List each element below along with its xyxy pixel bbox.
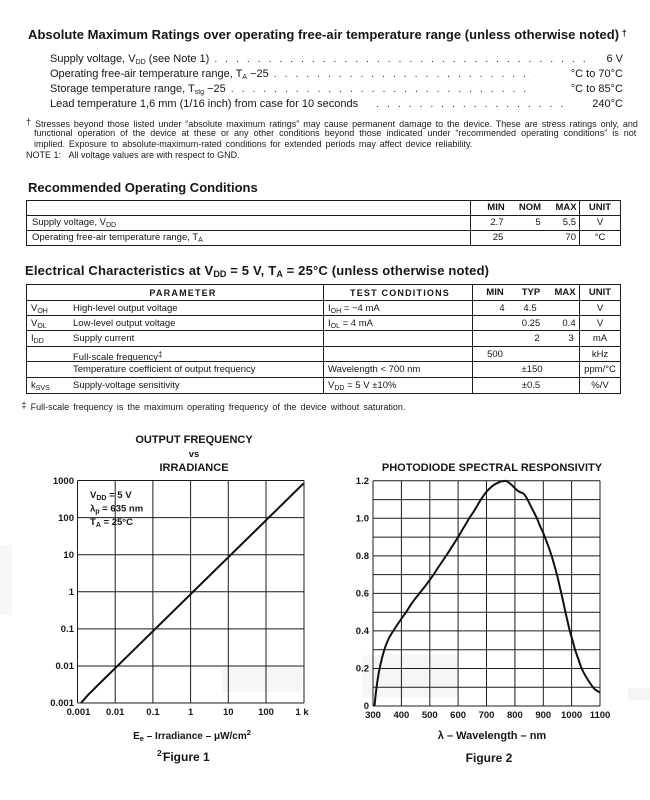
svg-text:λp = 635 nm: λp = 635 nm xyxy=(90,504,143,516)
svg-text:1.0: 1.0 xyxy=(356,514,369,525)
svg-text:700: 700 xyxy=(479,710,495,721)
svg-text:400: 400 xyxy=(393,710,409,721)
svg-text:Figure 2: Figure 2 xyxy=(466,751,513,765)
svg-text:vs: vs xyxy=(189,449,200,460)
svg-text:0.1: 0.1 xyxy=(61,624,75,635)
svg-text:1100: 1100 xyxy=(590,710,611,721)
svg-text:IRRADIANCE: IRRADIANCE xyxy=(159,462,228,474)
svg-text:0.6: 0.6 xyxy=(356,589,369,600)
svg-text:0.8: 0.8 xyxy=(356,551,369,562)
svg-text:0.01: 0.01 xyxy=(106,707,125,718)
svg-text:0: 0 xyxy=(364,701,369,712)
svg-text:OUTPUT FREQUENCY: OUTPUT FREQUENCY xyxy=(135,434,253,446)
svg-text:1: 1 xyxy=(69,587,75,598)
svg-text:VDD = 5 V: VDD = 5 V xyxy=(90,490,132,502)
svg-text:0.1: 0.1 xyxy=(146,707,160,718)
svg-text:600: 600 xyxy=(450,710,466,721)
svg-text:100: 100 xyxy=(258,707,274,718)
svg-text:10: 10 xyxy=(63,550,74,561)
svg-text:0.2: 0.2 xyxy=(356,664,369,675)
svg-text:1000: 1000 xyxy=(561,710,582,721)
svg-text:500: 500 xyxy=(422,710,438,721)
svg-text:1000: 1000 xyxy=(53,476,74,487)
svg-text:2–: 2– xyxy=(157,748,167,758)
svg-text:1.2: 1.2 xyxy=(356,476,369,487)
svg-text:900: 900 xyxy=(535,710,551,721)
svg-text:Ee – Irradiance – μW/cm2: Ee – Irradiance – μW/cm2 xyxy=(133,728,251,743)
svg-text:300: 300 xyxy=(365,710,381,721)
svg-text:0.4: 0.4 xyxy=(356,626,370,637)
svg-text:100: 100 xyxy=(58,513,74,524)
svg-text:TA = 25°C: TA = 25°C xyxy=(90,517,133,529)
svg-text:1 k: 1 k xyxy=(295,707,309,718)
svg-text:1: 1 xyxy=(188,707,194,718)
svg-text:10: 10 xyxy=(223,707,234,718)
svg-text:0.001: 0.001 xyxy=(50,698,74,709)
svg-text:800: 800 xyxy=(507,710,523,721)
svg-text:PHOTODIODE SPECTRAL RESPONSIVI: PHOTODIODE SPECTRAL RESPONSIVITY xyxy=(382,462,603,474)
svg-text:0.001: 0.001 xyxy=(67,707,91,718)
svg-text:λ – Wavelength – nm: λ – Wavelength – nm xyxy=(438,730,547,742)
svg-text:0.01: 0.01 xyxy=(56,661,75,672)
svg-text:Figure 1: Figure 1 xyxy=(163,750,210,764)
